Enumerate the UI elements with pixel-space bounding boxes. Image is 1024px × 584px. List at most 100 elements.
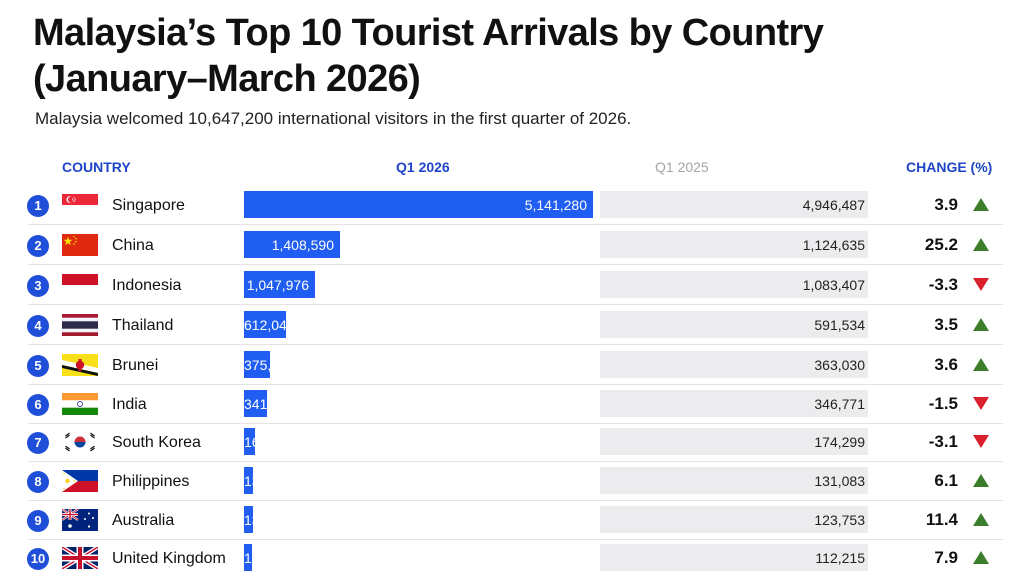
table-row-india: 6 India 341,434 346,771 -1.5	[0, 387, 1024, 421]
bar-label-q1-2026-thailand: 612,040	[244, 317, 295, 333]
row-divider	[28, 423, 1003, 424]
bar-q1-2026-south-korea	[244, 428, 255, 455]
rank-badge: 3	[27, 275, 49, 297]
table-row-brunei: 5 Brunei 375,937 363,030 3.6	[0, 348, 1024, 382]
up-arrow-icon	[973, 198, 989, 211]
country-label-thailand: Thailand	[112, 317, 174, 334]
table-row-indonesia: 3 Indonesia 1,047,976 1,083,407 -3.3	[0, 268, 1024, 302]
row-divider	[28, 344, 1003, 345]
row-divider	[28, 304, 1003, 305]
country-label-india: India	[112, 396, 147, 413]
bar-label-q1-2026-indonesia: 1,047,976	[246, 277, 309, 293]
philippines-flag	[62, 470, 98, 492]
up-arrow-icon	[973, 474, 989, 487]
bar-q1-2025-china	[600, 231, 868, 258]
bar-q1-2025-thailand	[600, 311, 868, 338]
brunei-flag	[62, 354, 98, 376]
change-value-thailand: 3.5	[934, 315, 958, 334]
thailand-flag	[62, 314, 98, 336]
bar-q1-2026-indonesia	[244, 271, 315, 298]
bar-label-q1-2026-singapore: 5,141,280	[524, 197, 587, 213]
indonesia-flag	[62, 274, 98, 296]
bar-q1-2026-india	[244, 390, 267, 417]
bar-label-q1-2026-china: 1,408,590	[271, 237, 334, 253]
up-arrow-icon	[973, 318, 989, 331]
country-label-south-korea: South Korea	[112, 434, 201, 451]
chart-title: Malaysia’s Top 10 Tourist Arrivals by Co…	[33, 12, 824, 100]
bar-q1-2026-china	[244, 231, 340, 258]
bar-q1-2025-philippines	[600, 467, 868, 494]
country-label-singapore: Singapore	[112, 197, 185, 214]
change-value-singapore: 3.9	[934, 195, 958, 214]
row-divider	[28, 224, 1003, 225]
australia-flag	[62, 509, 98, 531]
bar-q1-2025-india	[600, 390, 868, 417]
table-row-australia: 9 Australia 137,856 123,753 11.4	[0, 503, 1024, 537]
china-flag	[62, 234, 98, 256]
bar-label-q1-2025-singapore: 4,946,487	[802, 197, 865, 213]
country-label-australia: Australia	[112, 512, 175, 529]
country-label-china: China	[112, 237, 154, 254]
chart-subtitle: Malaysia welcomed 10,647,200 internation…	[35, 109, 632, 128]
bar-q1-2025-indonesia	[600, 271, 868, 298]
bar-label-q1-2025-indonesia: 1,083,407	[802, 277, 865, 293]
rank-badge: 6	[27, 394, 49, 416]
bar-q1-2026-united-kingdom	[244, 544, 252, 571]
bar-label-q1-2025-united-kingdom: 112,215	[815, 550, 865, 566]
row-divider	[28, 264, 1003, 265]
row-divider	[28, 539, 1003, 540]
bar-label-q1-2025-india: 346,771	[814, 396, 865, 412]
up-arrow-icon	[973, 513, 989, 526]
column-header-change: CHANGE (%)	[906, 159, 993, 175]
bar-label-q1-2026-australia: 137,856	[244, 512, 295, 528]
bar-label-q1-2025-australia: 123,753	[814, 512, 865, 528]
table-row-singapore: 1 Singapore 5,141,280 4,946,487 3.9	[0, 188, 1024, 222]
rank-badge: 2	[27, 235, 49, 257]
bar-label-q1-2025-thailand: 591,534	[814, 317, 865, 333]
united-kingdom-flag	[62, 547, 98, 569]
row-divider	[28, 461, 1003, 462]
rank-badge: 10	[27, 548, 49, 570]
bar-q1-2026-brunei	[244, 351, 270, 378]
rank-badge: 8	[27, 471, 49, 493]
bar-q1-2025-singapore	[600, 191, 868, 218]
country-label-philippines: Philippines	[112, 473, 190, 490]
table-row-thailand: 4 Thailand 612,040 591,534 3.5	[0, 308, 1024, 342]
bar-q1-2025-south-korea	[600, 428, 868, 455]
table-row-philippines: 8 Philippines 139,136 131,083 6.1	[0, 464, 1024, 498]
rank-badge: 5	[27, 355, 49, 377]
bar-q1-2026-philippines	[244, 467, 253, 494]
rank-badge: 7	[27, 432, 49, 454]
bar-q1-2026-singapore	[244, 191, 593, 218]
bar-label-q1-2026-united-kingdom: 121,076	[244, 550, 295, 566]
change-value-indonesia: -3.3	[928, 275, 958, 294]
down-arrow-icon	[973, 435, 989, 448]
rank-badge: 1	[27, 195, 49, 217]
rank-badge: 4	[27, 315, 49, 337]
singapore-flag	[62, 194, 98, 216]
country-label-united-kingdom: United Kingdom	[112, 550, 226, 567]
row-divider	[28, 500, 1003, 501]
down-arrow-icon	[973, 397, 989, 410]
up-arrow-icon	[973, 358, 989, 371]
bar-label-q1-2025-philippines: 131,083	[814, 473, 865, 489]
bar-label-q1-2026-brunei: 375,937	[244, 357, 295, 373]
row-divider	[28, 384, 1003, 385]
country-label-indonesia: Indonesia	[112, 277, 182, 294]
bar-q1-2025-australia	[600, 506, 868, 533]
rank-badge: 9	[27, 510, 49, 532]
country-label-brunei: Brunei	[112, 357, 159, 374]
bar-label-q1-2025-brunei: 363,030	[814, 357, 865, 373]
up-arrow-icon	[973, 551, 989, 564]
bar-label-q1-2026-south-korea: 168,850	[244, 434, 295, 450]
table-row-south-korea: 7 South Korea 168,850 174,299 -3.1	[0, 425, 1024, 459]
table-row-united-kingdom: 10 United Kingdom 121,076 112,215 7.9	[0, 541, 1024, 575]
change-value-south-korea: -3.1	[928, 432, 958, 451]
column-header-q1-2025: Q1 2025	[655, 159, 709, 175]
bar-q1-2026-australia	[244, 506, 253, 533]
bar-q1-2025-brunei	[600, 351, 868, 378]
bar-q1-2025-united-kingdom	[600, 544, 868, 571]
change-value-india: -1.5	[928, 394, 958, 413]
change-value-china: 25.2	[924, 235, 958, 254]
change-value-philippines: 6.1	[934, 471, 958, 490]
